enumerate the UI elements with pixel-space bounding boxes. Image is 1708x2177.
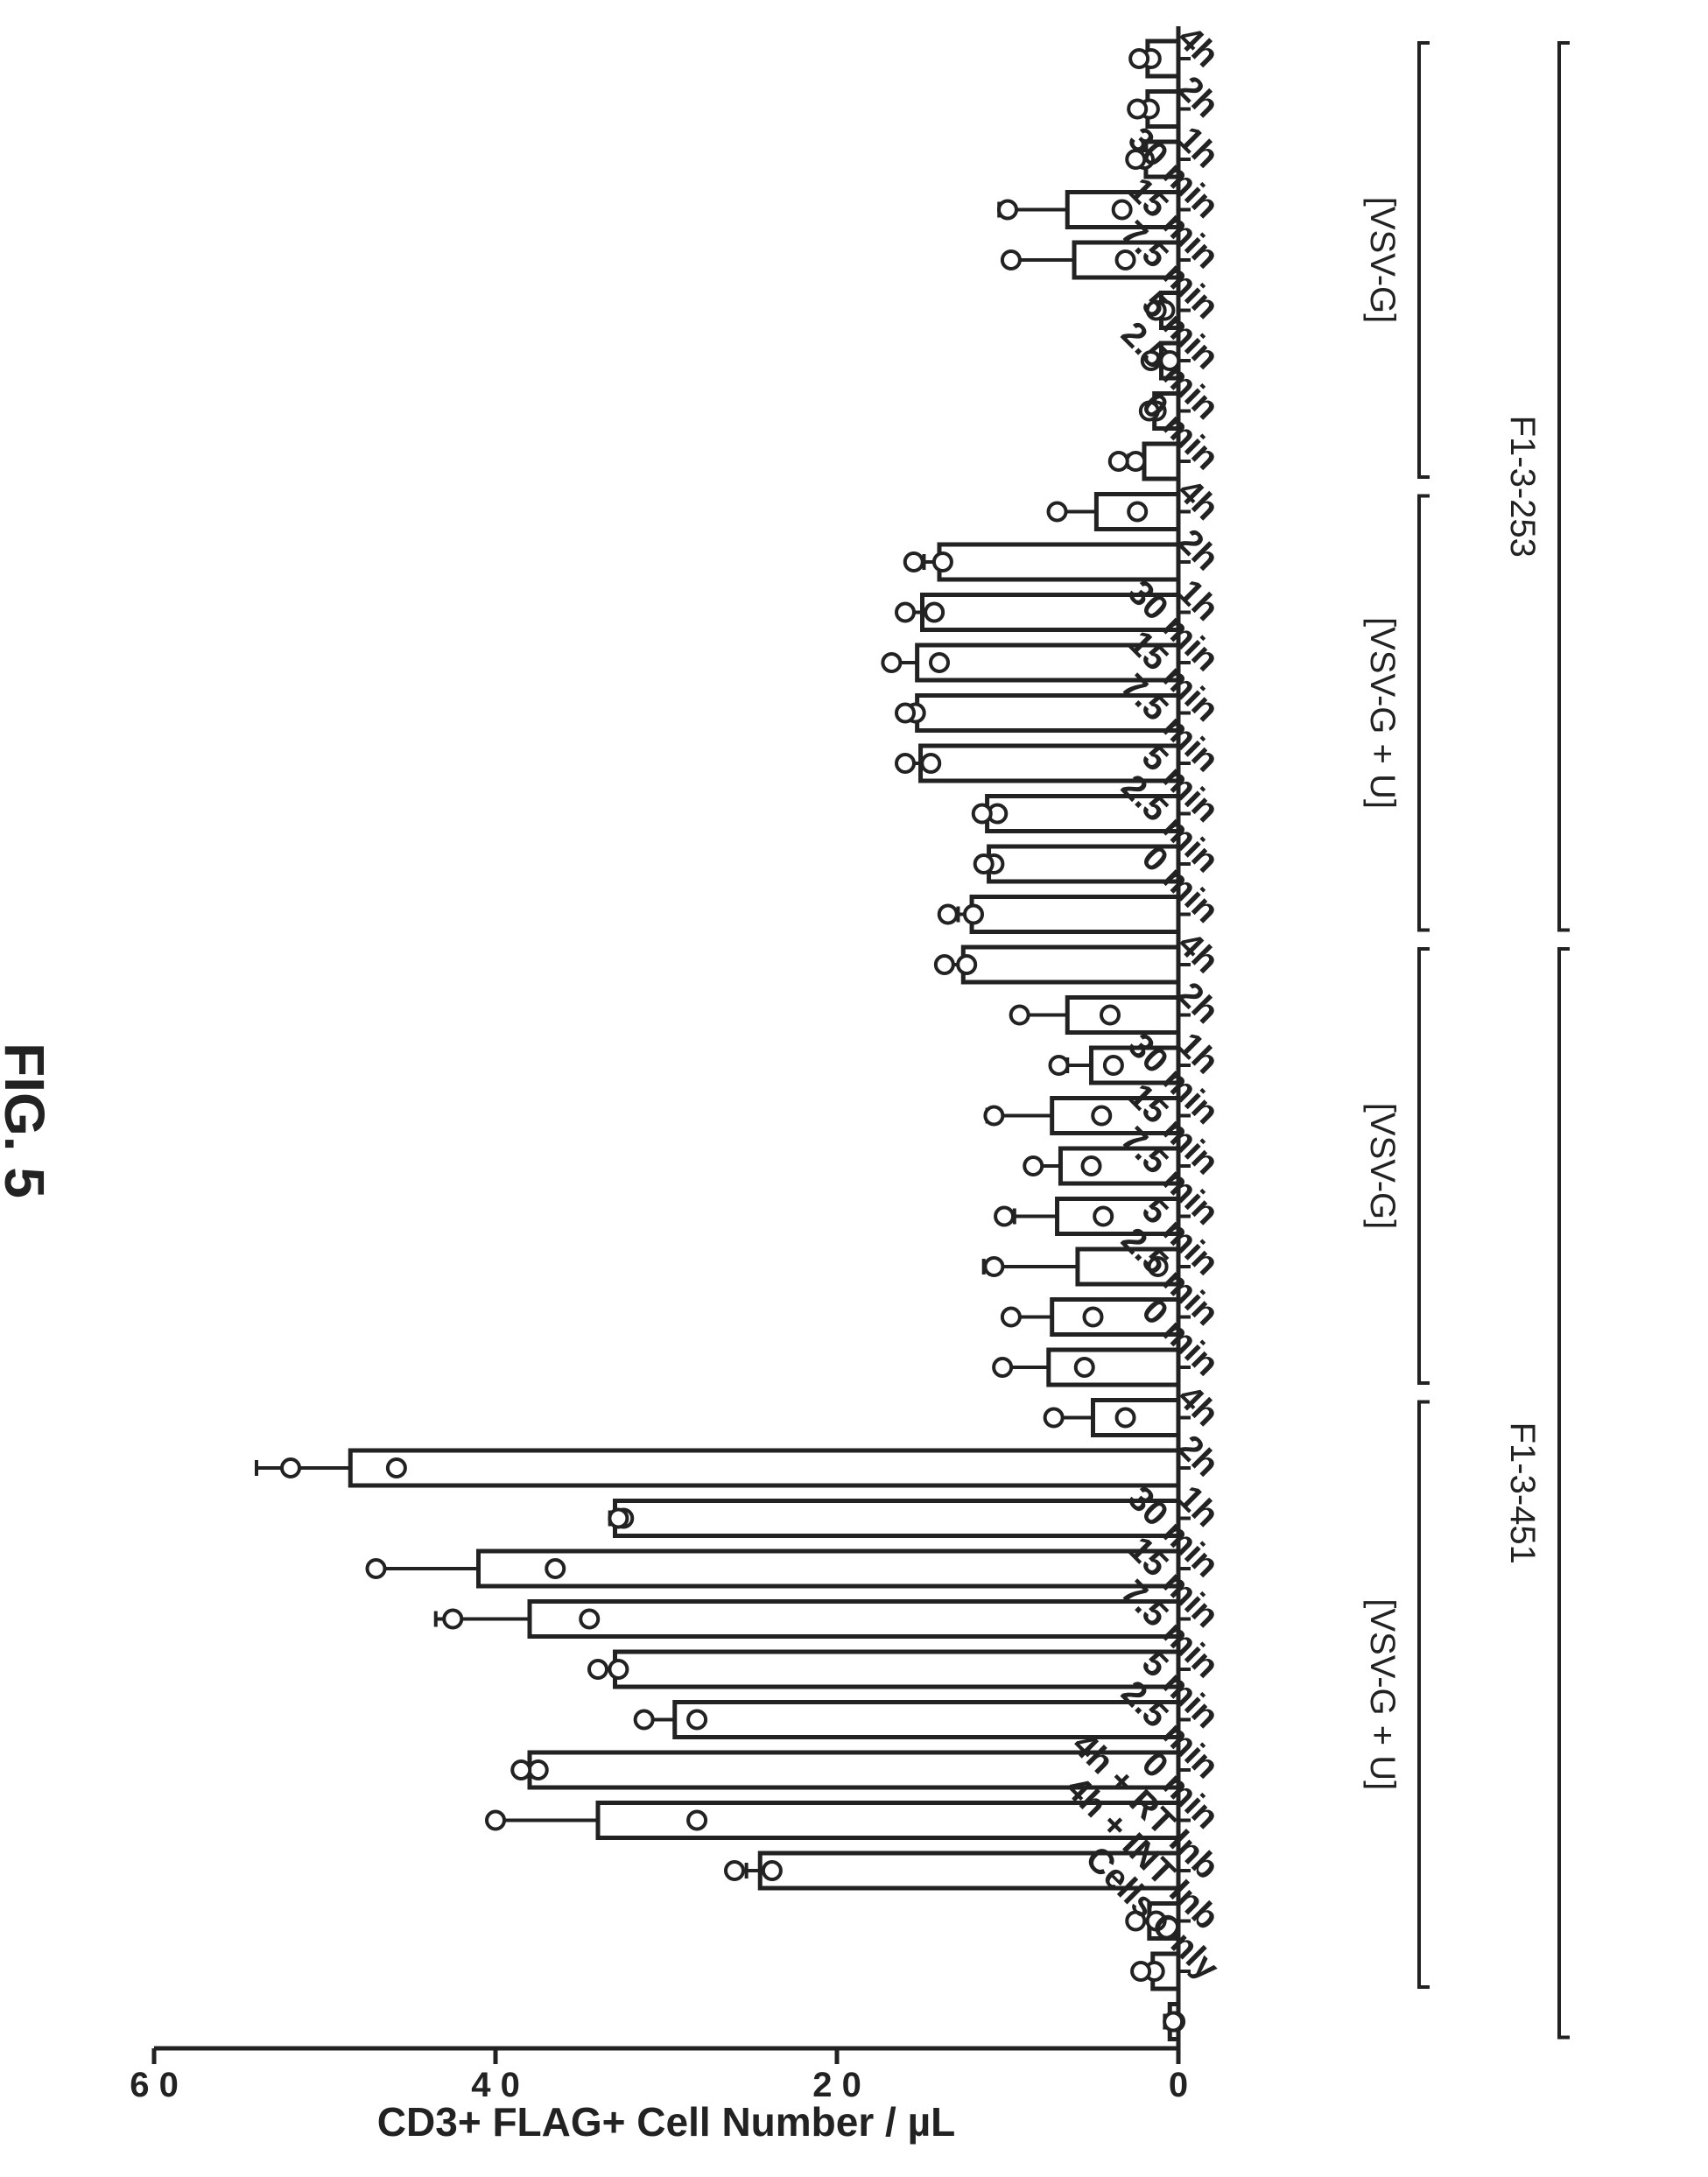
data-point [1138,400,1160,422]
data-point [545,1558,566,1579]
bar [348,1448,1181,1488]
data-point [1127,501,1149,523]
data-point [1048,1055,1070,1076]
data-point [608,1507,629,1529]
group-bracket [1417,1400,1430,1989]
data-point [997,199,1018,221]
data-point [895,702,916,724]
data-point [1140,350,1162,371]
supergroup-bracket [1557,947,1570,2040]
data-point [1009,1004,1030,1026]
data-point [1000,249,1022,270]
bar [613,1499,1181,1538]
data-point [971,803,993,825]
figure-label: FIG. 5 [0,1043,56,1198]
data-point [1125,451,1147,472]
data-point [385,1457,407,1478]
data-point [1091,1105,1113,1127]
y-tick-label: 0 [1169,2066,1188,2104]
data-point [994,1205,1016,1227]
data-point [1043,1407,1065,1429]
data-point [280,1457,301,1478]
data-point [881,652,903,673]
data-point [1127,98,1149,120]
data-point [1147,1256,1169,1277]
y-tick-label: 2 0 [812,2066,861,2104]
data-point [686,1809,708,1831]
data-point [929,652,950,673]
data-point [724,1860,745,1881]
data-point [1100,1004,1121,1026]
data-point [956,954,978,975]
data-point [963,903,984,925]
data-point [1114,249,1136,270]
bar [476,1548,1181,1589]
data-point [920,753,942,774]
data-point [1107,451,1129,472]
data-point [1125,1910,1147,1932]
data-point [1130,1961,1152,1982]
data-point [365,1558,387,1579]
data-point [1073,1357,1095,1378]
data-point [633,1709,655,1731]
data-point [1163,2011,1184,2033]
data-point [895,753,916,774]
bar [1065,995,1181,1035]
data-point [579,1608,601,1630]
bar [960,945,1181,985]
data-point [1080,1155,1102,1176]
y-axis-title: CD3+ FLAG+ Cell Number / µL [377,2099,955,2145]
group-bracket [1417,41,1430,479]
bar [937,542,1181,582]
data-point [1102,1055,1124,1076]
bar [527,1599,1181,1639]
data-point [1093,1205,1114,1227]
group-label: [VSV-G + U] [1363,1598,1402,1790]
bar [969,895,1181,934]
data-point [931,551,953,572]
supergroup-bracket [1557,41,1570,932]
supergroup-label: F1-3-451 [1503,1422,1542,1564]
bar [613,1649,1181,1689]
data-point [937,903,959,925]
data-point [903,551,924,572]
data-point [686,1709,708,1731]
data-point [485,1809,506,1831]
data-point [973,853,995,874]
data-point [1145,299,1167,321]
data-point [1046,501,1068,523]
group-bracket [1417,947,1430,1385]
supergroup-label: F1-3-253 [1503,416,1542,558]
data-point [761,1860,783,1881]
data-point [510,1759,532,1780]
data-point [1145,1910,1167,1932]
data-point [983,1105,1005,1127]
data-point [608,1659,629,1680]
data-point [587,1659,608,1680]
y-tick-label: 4 0 [471,2066,520,2104]
group-label: [VSV-G] [1363,197,1402,324]
data-point [924,601,945,623]
bar [1046,1347,1181,1387]
data-point [1128,48,1150,69]
data-point [1114,1407,1136,1429]
data-point [527,1759,549,1780]
data-point [1125,149,1147,170]
data-point [983,1256,1005,1277]
data-point [992,1357,1014,1378]
data-point [895,601,916,623]
bar [672,1700,1181,1739]
data-point [1000,1306,1022,1328]
y-tick-label: 6 0 [130,2066,179,2104]
data-point [442,1608,464,1630]
data-point [1023,1155,1044,1176]
data-point [1111,199,1133,221]
data-point [1082,1306,1104,1328]
group-label: [VSV-G] [1363,1103,1402,1230]
data-point [933,954,955,975]
group-bracket [1417,494,1430,932]
group-label: [VSV-G + U] [1363,617,1402,809]
